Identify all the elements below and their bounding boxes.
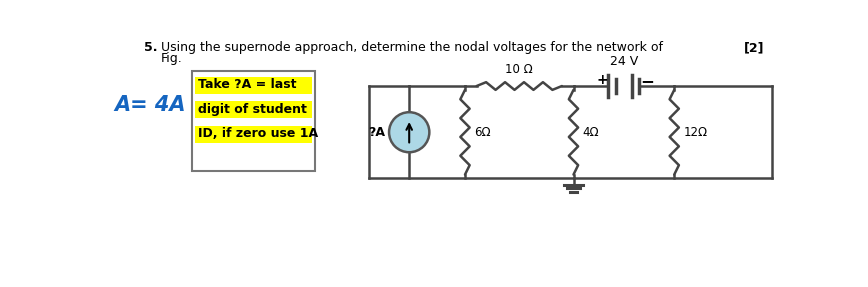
Text: 6Ω: 6Ω (474, 126, 491, 139)
Text: digit of student: digit of student (199, 103, 307, 116)
Text: +: + (596, 73, 608, 87)
Text: Using the supernode approach, determine the nodal voltages for the network of: Using the supernode approach, determine … (161, 41, 663, 54)
Text: ?A: ?A (368, 126, 385, 139)
Bar (192, 71, 314, 171)
Text: A= 4A: A= 4A (115, 95, 187, 115)
Bar (195, 101, 312, 118)
Text: 5.: 5. (144, 41, 158, 54)
Text: −: − (641, 72, 654, 90)
Bar (195, 77, 312, 94)
Text: ID, if zero use 1A: ID, if zero use 1A (199, 127, 319, 140)
Text: 4Ω: 4Ω (582, 126, 600, 139)
Circle shape (389, 112, 430, 152)
Bar (195, 126, 312, 143)
Text: Fig.: Fig. (161, 52, 183, 65)
Text: 24 V: 24 V (609, 55, 638, 67)
Text: [2]: [2] (744, 41, 765, 54)
Text: 12Ω: 12Ω (684, 126, 707, 139)
Text: 10 Ω: 10 Ω (505, 63, 533, 76)
Text: Take ?A = last: Take ?A = last (199, 78, 297, 91)
